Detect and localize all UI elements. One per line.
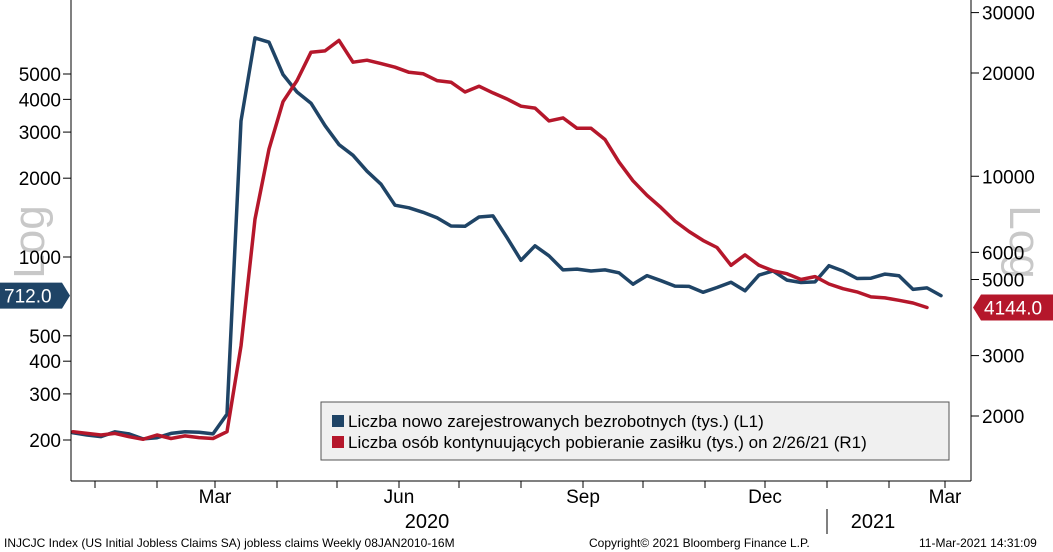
left-tick-label: 200 <box>29 431 61 452</box>
right-tick-label: 5000 <box>982 271 1024 292</box>
left-tick-label: 500 <box>29 327 61 348</box>
legend-swatch-1 <box>332 415 344 427</box>
left-value-badge-label: 712.0 <box>4 287 52 308</box>
right-axis: 2000 3000 5000 6000 10000 20000 30000 <box>971 4 1035 428</box>
right-tick-label: 20000 <box>982 64 1035 85</box>
left-tick-label: 5000 <box>19 65 61 86</box>
x-tick-label: Dec <box>748 487 782 508</box>
left-tick-label: 3000 <box>19 123 61 144</box>
legend-entry-1: Liczba nowo zarejestrowanych bezrobotnyc… <box>348 412 764 431</box>
right-axis-title: Log <box>1000 205 1049 278</box>
x-tick-label: Sep <box>566 487 600 508</box>
legend-box <box>320 401 950 461</box>
footer-source: INJCJC Index (US Initial Jobless Claims … <box>4 536 455 550</box>
right-tick-label: 10000 <box>982 167 1035 188</box>
right-tick-label: 2000 <box>982 407 1024 428</box>
right-tick-label: 3000 <box>982 347 1024 368</box>
left-tick-label: 400 <box>29 352 61 373</box>
legend-entry-2: Liczba osób kontynuujących pobieranie za… <box>348 433 867 452</box>
legend-swatch-2 <box>332 436 344 448</box>
footer-timestamp: 11-Mar-2021 14:31:09 <box>919 536 1037 550</box>
series-line-2 <box>71 38 929 442</box>
left-tick-label: 2000 <box>19 169 61 190</box>
right-value-badge-label: 4144.0 <box>984 298 1042 319</box>
left-axis: 200 300 400 500 1000 2000 3000 4000 5000 <box>19 65 71 452</box>
left-axis-title: Log <box>5 205 54 278</box>
series-lines <box>71 36 943 442</box>
left-tick-label: 4000 <box>19 90 61 111</box>
right-tick-label: 6000 <box>982 243 1024 264</box>
left-tick-label: 300 <box>29 385 61 406</box>
x-tick-label: Mar <box>929 487 962 508</box>
series-line-1 <box>71 36 943 441</box>
legend: Liczba nowo zarejestrowanych bezrobotnyc… <box>320 401 950 461</box>
right-tick-label: 30000 <box>982 4 1035 25</box>
x-tick-label: Jun <box>384 487 415 508</box>
x-tick-label: Mar <box>199 487 232 508</box>
right-value-badge <box>973 294 1053 321</box>
x-year-label: 2020 <box>405 511 450 533</box>
left-value-badge <box>0 282 70 309</box>
x-year-label: 2021 <box>851 511 896 533</box>
last-value-badges: 712.0 4144.0 <box>0 282 1053 321</box>
footer-copyright: Copyright© 2021 Bloomberg Finance L.P. <box>589 536 810 550</box>
left-tick-label: 1000 <box>19 248 61 269</box>
x-axis: Mar Jun Sep Dec Mar 2020 2021 <box>94 481 962 534</box>
